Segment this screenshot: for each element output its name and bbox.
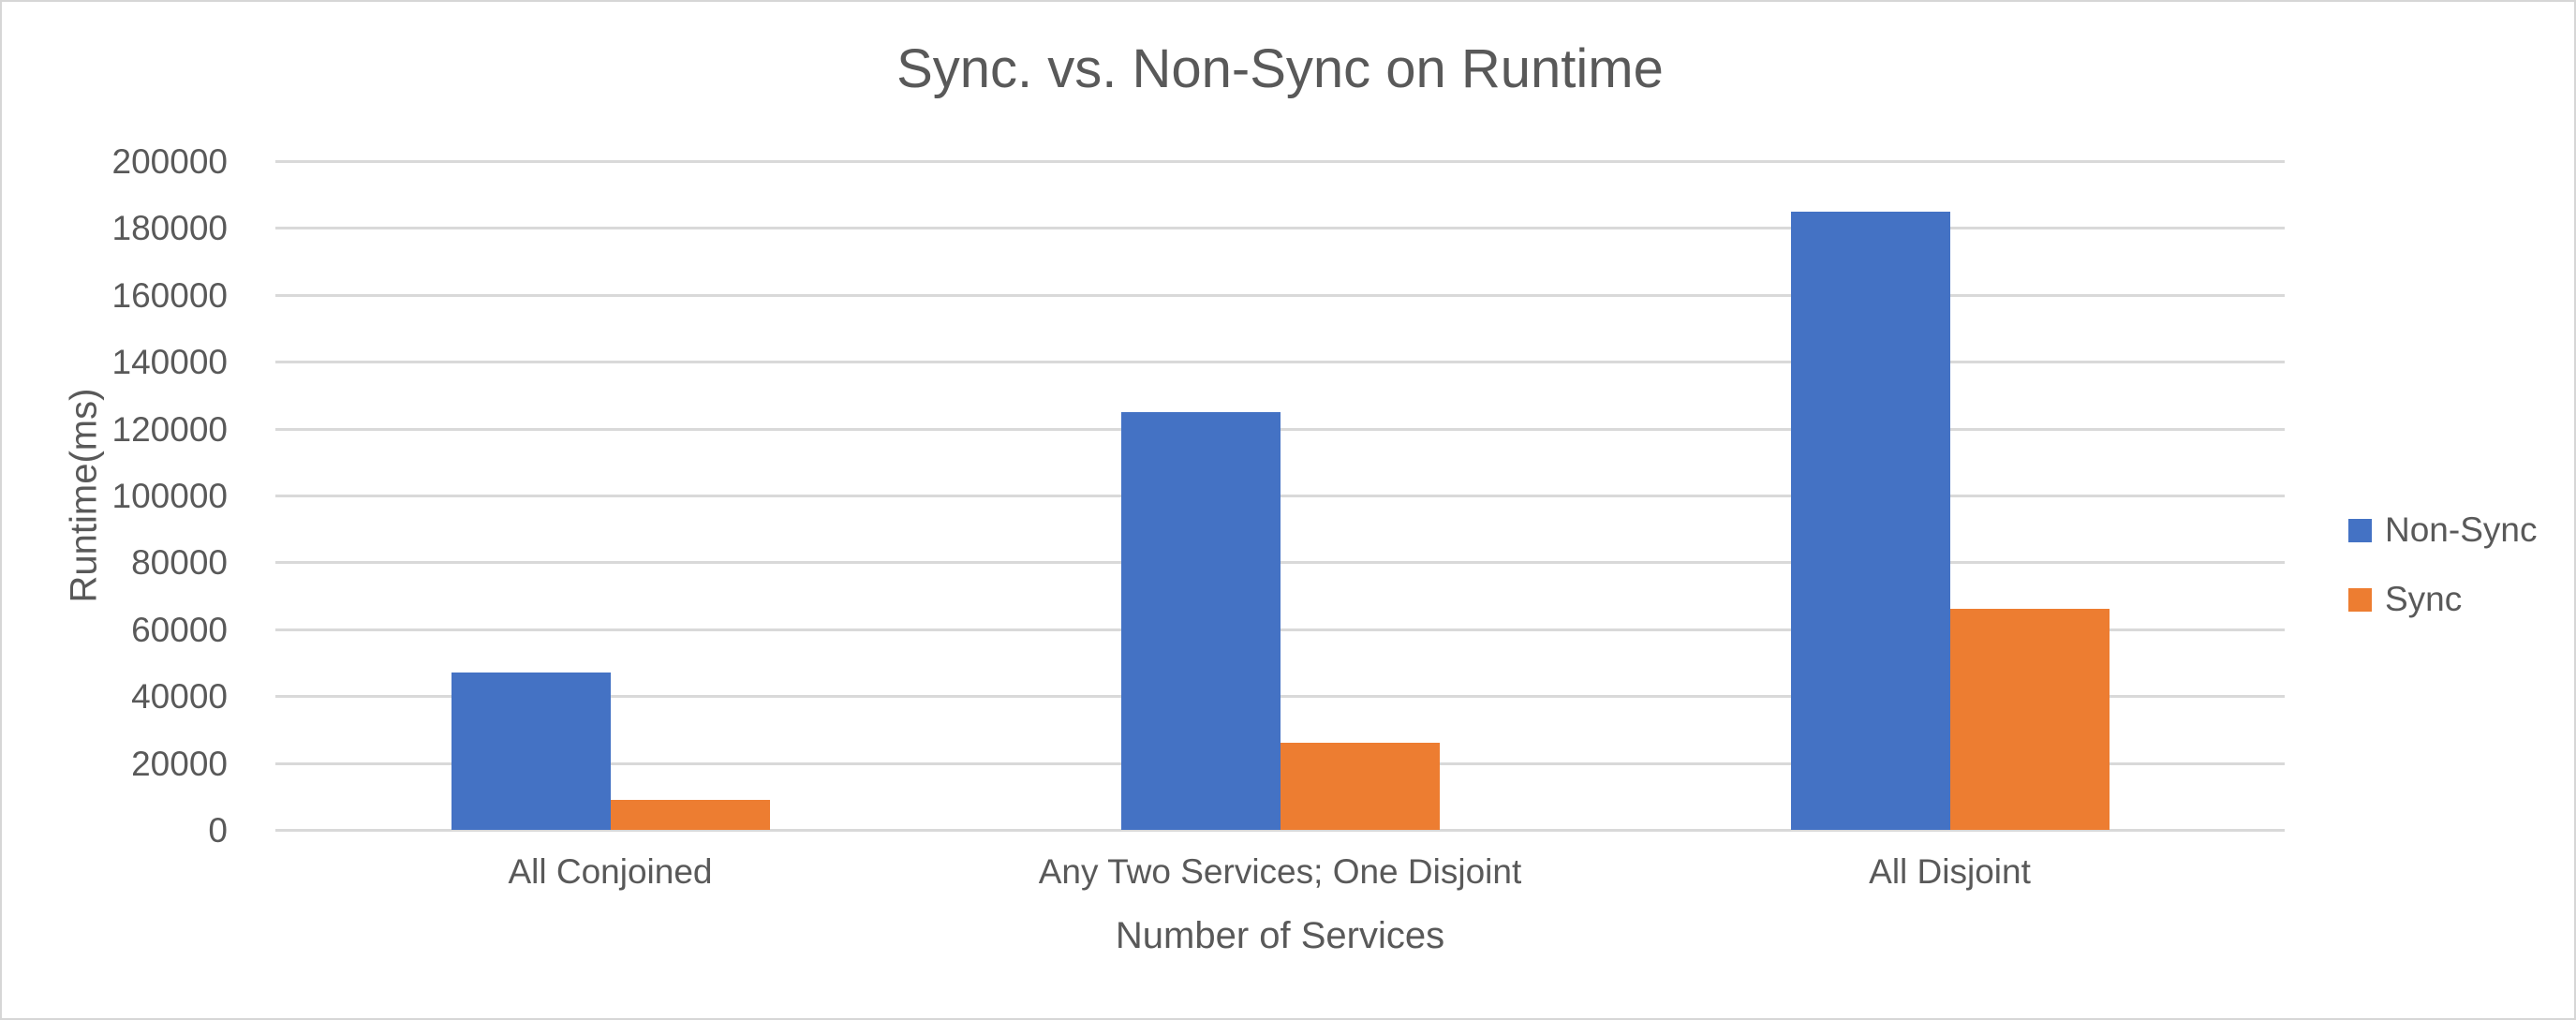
x-category-label-2: Any Two Services; One Disjoint	[1038, 852, 1522, 891]
legend-item-non-sync: Non-Sync	[2348, 510, 2537, 550]
bar-non-sync-3	[1790, 211, 1950, 830]
gridline-60000	[275, 628, 2285, 631]
bar-sync-2	[1280, 743, 1440, 830]
legend-swatch-icon	[2348, 587, 2372, 612]
gridline-0	[275, 829, 2285, 832]
y-tick-label-180000: 180000	[111, 209, 228, 248]
bar-group-2	[945, 161, 1615, 830]
x-axis-title: Number of Services	[1115, 915, 1445, 956]
gridline-140000	[275, 361, 2285, 364]
chart-title: Sync. vs. Non-Sync on Runtime	[896, 38, 1664, 99]
y-tick-label-40000: 40000	[131, 677, 228, 717]
y-tick-label-120000: 120000	[111, 409, 228, 449]
bar-non-sync-1	[451, 673, 611, 830]
gridline-80000	[275, 561, 2285, 565]
y-tick-label-80000: 80000	[131, 543, 228, 583]
bar-group-1	[275, 161, 945, 830]
legend: Non-Sync Sync	[2348, 510, 2537, 619]
legend-label: Sync	[2385, 580, 2463, 618]
gridline-120000	[275, 427, 2285, 431]
x-category-label-1: All Conjoined	[508, 852, 713, 891]
gridline-100000	[275, 495, 2285, 497]
y-tick-label-140000: 140000	[111, 343, 228, 382]
x-axis-category-labels: All Conjoined Any Two Services; One Disjo…	[275, 852, 2285, 892]
gridline-40000	[275, 695, 2285, 699]
bar-group-3	[1615, 161, 2285, 830]
gridline-200000	[275, 160, 2285, 163]
y-tick-label-100000: 100000	[111, 477, 228, 515]
y-tick-label-200000: 200000	[111, 142, 228, 181]
bar-non-sync-2	[1120, 411, 1281, 830]
legend-label: Non-Sync	[2385, 510, 2538, 549]
plot-area	[275, 160, 2285, 832]
gridline-160000	[275, 293, 2285, 297]
x-category-label-3: All Disjoint	[1869, 852, 2031, 891]
y-tick-label-20000: 20000	[131, 744, 228, 783]
y-tick-label-160000: 160000	[111, 275, 228, 315]
bar-sync-3	[1949, 609, 2110, 830]
gridline-180000	[275, 227, 2285, 230]
legend-swatch-icon	[2348, 518, 2372, 542]
bars-layer	[275, 161, 2285, 830]
y-tick-label-60000: 60000	[131, 610, 228, 649]
legend-item-sync: Sync	[2348, 580, 2537, 619]
y-tick-label-0: 0	[208, 811, 228, 850]
bar-sync-1	[610, 799, 770, 830]
